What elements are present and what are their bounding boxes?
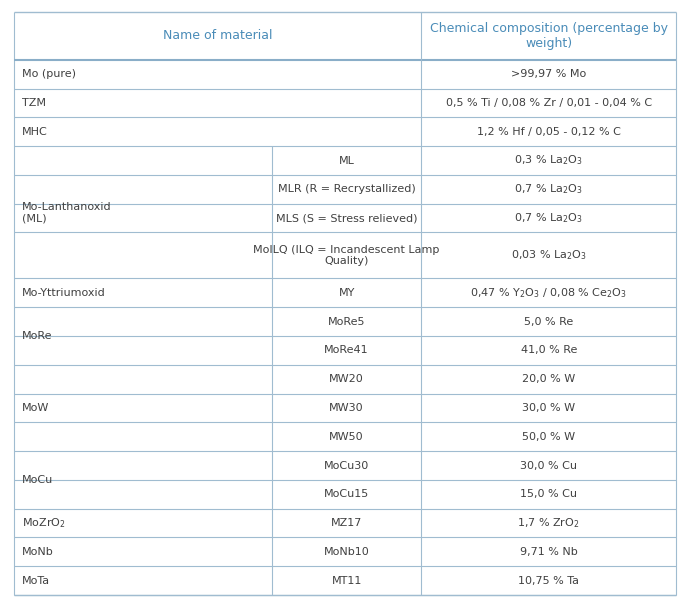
Text: MoRe41: MoRe41 [324,346,369,355]
Text: MoRe5: MoRe5 [328,317,366,327]
Text: 15,0 % Cu: 15,0 % Cu [520,489,578,499]
Text: 1,2 % Hf / 0,05 - 0,12 % C: 1,2 % Hf / 0,05 - 0,12 % C [477,127,620,137]
Text: Name of material: Name of material [163,29,273,43]
Text: 0,47 % Y$_2$O$_3$ / 0,08 % Ce$_2$O$_3$: 0,47 % Y$_2$O$_3$ / 0,08 % Ce$_2$O$_3$ [470,286,627,300]
Text: Mo-Lanthanoxid
(ML): Mo-Lanthanoxid (ML) [22,201,112,223]
Text: MoW: MoW [22,403,50,413]
Text: 0,5 % Ti / 0,08 % Zr / 0,01 - 0,04 % C: 0,5 % Ti / 0,08 % Zr / 0,01 - 0,04 % C [446,98,652,108]
Text: MoILQ (ILQ = Incandescent Lamp
Quality): MoILQ (ILQ = Incandescent Lamp Quality) [253,245,440,266]
Text: 5,0 % Re: 5,0 % Re [524,317,573,327]
Text: MoTa: MoTa [22,576,50,585]
Text: Mo (pure): Mo (pure) [22,69,76,79]
Text: 20,0 % W: 20,0 % W [522,374,575,384]
Text: Chemical composition (percentage by
weight): Chemical composition (percentage by weig… [430,22,668,50]
Text: MZ17: MZ17 [331,518,362,528]
Text: MT11: MT11 [331,576,362,585]
Text: >99,97 % Mo: >99,97 % Mo [511,69,586,79]
Text: MW50: MW50 [329,432,364,442]
Text: TZM: TZM [22,98,46,108]
Text: Mo-Yttriumoxid: Mo-Yttriumoxid [22,288,106,298]
Text: MY: MY [339,288,355,298]
Text: MW20: MW20 [329,374,364,384]
Text: 41,0 % Re: 41,0 % Re [520,346,577,355]
Text: MLR (R = Recrystallized): MLR (R = Recrystallized) [278,185,415,194]
Text: 9,71 % Nb: 9,71 % Nb [520,547,578,557]
Text: 0,03 % La$_2$O$_3$: 0,03 % La$_2$O$_3$ [511,249,586,263]
Text: 0,3 % La$_2$O$_3$: 0,3 % La$_2$O$_3$ [514,154,583,168]
Text: 10,75 % Ta: 10,75 % Ta [518,576,579,585]
Text: MoRe: MoRe [22,331,52,341]
Text: MLS (S = Stress relieved): MLS (S = Stress relieved) [276,213,417,223]
Text: 0,7 % La$_2$O$_3$: 0,7 % La$_2$O$_3$ [514,211,583,225]
Text: MoNb: MoNb [22,547,54,557]
Text: MW30: MW30 [329,403,364,413]
Text: 0,7 % La$_2$O$_3$: 0,7 % La$_2$O$_3$ [514,182,583,196]
Text: MoCu: MoCu [22,475,53,485]
Text: MoZrO$_2$: MoZrO$_2$ [22,516,66,530]
Text: 30,0 % Cu: 30,0 % Cu [520,460,578,471]
Text: MoCu15: MoCu15 [324,489,369,499]
Text: 30,0 % W: 30,0 % W [522,403,575,413]
Text: MoNb10: MoNb10 [324,547,370,557]
Text: ML: ML [339,156,355,165]
Text: 50,0 % W: 50,0 % W [522,432,575,442]
Text: MHC: MHC [22,127,48,137]
Text: 1,7 % ZrO$_2$: 1,7 % ZrO$_2$ [518,516,580,530]
Text: MoCu30: MoCu30 [324,460,369,471]
